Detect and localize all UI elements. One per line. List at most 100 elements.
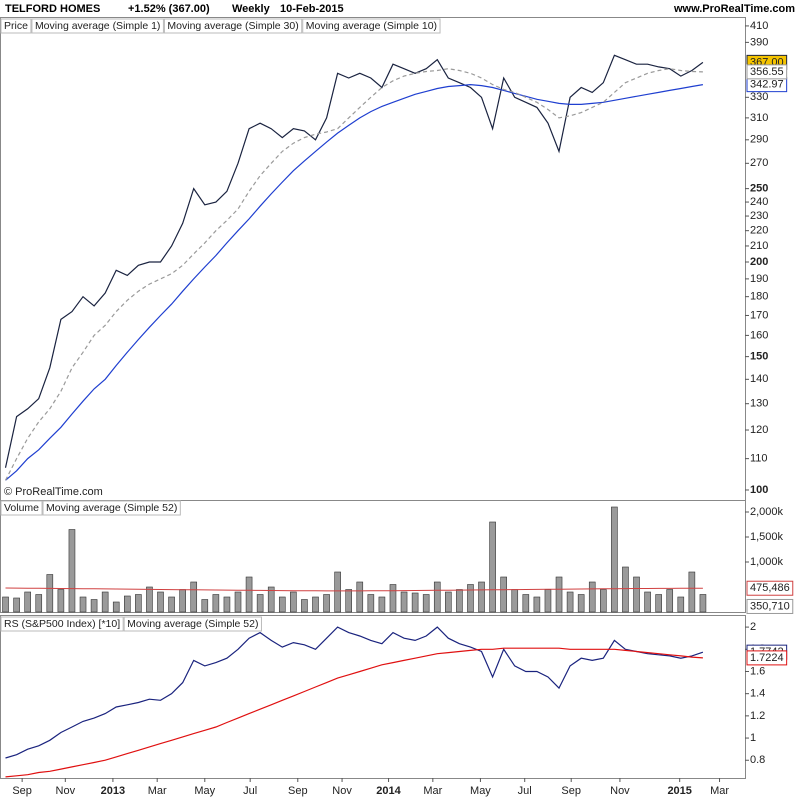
y-tick-label: 200 [750, 256, 768, 268]
series-line [5, 626, 704, 759]
legend-box [302, 18, 441, 34]
y-tick-label: 240 [750, 196, 768, 208]
legend-box [31, 18, 164, 34]
value-label: 1.7224 [750, 652, 784, 664]
volume-bar [566, 591, 574, 613]
volume-bar [245, 576, 253, 613]
y-tick-label: 110 [750, 453, 768, 465]
volume-bar [290, 591, 297, 613]
site: www.ProRealTime.com [673, 3, 795, 15]
volume-bar [68, 529, 76, 613]
series-line [5, 647, 703, 778]
y-tick-label: 390 [750, 36, 768, 48]
volume-bar [356, 581, 364, 613]
volume-bar [611, 506, 618, 613]
y-tick-label: 2 [750, 621, 756, 633]
y-tick-label: 1.6 [750, 665, 765, 677]
y-tick-label: 1 [750, 732, 756, 744]
volume-bar [179, 589, 186, 613]
volume-bar [223, 596, 231, 613]
x-tick-label: Sep [561, 785, 581, 797]
value-label: 350,710 [750, 600, 790, 612]
volume-bar [267, 586, 275, 613]
volume-bar [101, 591, 109, 613]
value-label-box [746, 580, 794, 596]
y-tick-label: 270 [750, 157, 768, 169]
y-tick-label: 140 [750, 373, 768, 385]
volume-bar [688, 571, 696, 613]
volume-bar [489, 521, 496, 613]
x-tick-label: 2014 [376, 785, 401, 797]
volume-bar [24, 591, 31, 613]
legend-entry: Moving average (Simple 30) [167, 20, 298, 32]
volume-bar [600, 589, 607, 613]
volume-bar [511, 589, 519, 613]
y-tick-label: 150 [750, 351, 768, 363]
volume-bar [278, 596, 286, 613]
volume-bar [411, 592, 419, 613]
volume-bar [190, 581, 198, 613]
volume-bar [588, 581, 596, 613]
volume-bar [677, 596, 685, 613]
volume-panel [0, 500, 746, 613]
series-line [4, 68, 703, 481]
volume-bar [533, 596, 541, 613]
y-tick-label: 1.4 [750, 688, 765, 700]
y-tick-label: 290 [750, 134, 768, 146]
value-label: 342.97 [750, 79, 784, 91]
legend-entry: Volume [4, 502, 39, 514]
volume-bar [90, 599, 98, 613]
volume-bar [146, 586, 153, 613]
legend-entry: Price [4, 20, 28, 32]
volume-bar [389, 584, 397, 613]
value-label-box [746, 650, 788, 666]
volume-bar [168, 596, 175, 613]
volume-bar [445, 591, 452, 613]
volume-bar [201, 599, 209, 613]
x-tick-label: Nov [610, 785, 630, 797]
volume-bar [112, 601, 120, 613]
volume-bar [79, 596, 87, 613]
y-tick-label: 100 [750, 484, 768, 496]
volume-bar [400, 591, 408, 613]
legend-box [123, 616, 262, 632]
x-tick-label: Sep [12, 785, 32, 797]
moving-average-line [5, 587, 703, 592]
y-tick-label: 1,000k [750, 556, 784, 568]
x-tick-label: Jul [518, 785, 532, 797]
legend-box [42, 500, 181, 516]
volume-bar [644, 591, 651, 613]
volume-bar [13, 597, 20, 613]
volume-bar [46, 574, 54, 613]
x-tick-label: Mar [710, 785, 729, 797]
date: 10-Feb-2015 [280, 3, 344, 15]
volume-bar [467, 584, 474, 613]
volume-bar [323, 594, 330, 613]
volume-bar [57, 589, 65, 613]
volume-bar [378, 596, 386, 613]
price-change: +1.52% (367.00) [128, 3, 210, 15]
volume-bar [256, 594, 264, 613]
x-tick-label: Sep [288, 785, 308, 797]
volume-bar [666, 589, 674, 613]
series-line [5, 83, 704, 481]
x-tick-label: 2015 [667, 785, 691, 797]
x-tick-label: Mar [148, 785, 167, 797]
x-tick-label: Nov [56, 785, 76, 797]
volume-bar [478, 581, 485, 613]
legend-entry: Moving average (Simple 1) [35, 20, 160, 32]
legend-box [0, 18, 32, 34]
volume-bar [456, 589, 463, 613]
series-line [4, 54, 704, 468]
value-label: 356.55 [750, 66, 784, 78]
y-tick-label: 410 [750, 20, 768, 32]
volume-bar [135, 594, 142, 613]
volume-bar [555, 576, 563, 613]
volume-bar [312, 596, 319, 613]
volume-bar [212, 594, 220, 613]
y-tick-label: 0.8 [750, 754, 765, 766]
volume-bar [433, 581, 441, 613]
volume-bar [35, 594, 43, 613]
copyright: © ProRealTime.com [4, 486, 103, 498]
